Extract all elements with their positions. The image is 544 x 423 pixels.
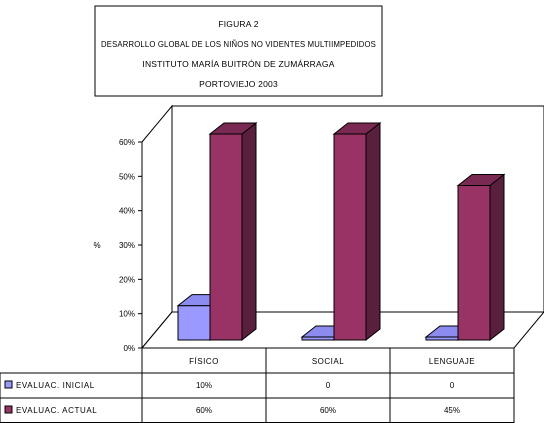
data-table: FÍSICO SOCIAL LENGUAJE EVALUAC. INICIAL 10% 0… [0,347,515,423]
legend-label: EVALUAC. INICIAL [16,381,95,390]
y-tick-label: 30% [119,241,135,250]
title-line-4: PORTOVIEJO 2003 [199,79,278,89]
bar [456,173,506,342]
bars [176,121,506,342]
table-cell: 0 [450,381,455,390]
title-line-1: FIGURA 2 [218,19,258,29]
title-line-2: DESARROLLO GLOBAL DE LOS NIÑOS NO VIDENT… [101,39,376,49]
table-cell: 10% [196,381,212,390]
bar [332,121,382,342]
title-line-3: INSTITUTO MARÍA BUITRÓN DE ZUMÁRRAGA [142,59,334,69]
y-tick-label: 20% [119,275,135,284]
table-cell: 60% [320,406,336,415]
y-tick-label: 50% [119,172,135,181]
table-cell: 45% [444,406,460,415]
y-tick-label: 0% [123,344,135,353]
y-tick-label: 10% [119,310,135,319]
legend-label: EVALUAC. ACTUAL [16,406,97,415]
bar [208,121,258,342]
legend-swatch [4,380,13,389]
y-tick-label: 40% [119,207,135,216]
y-axis-label: % [93,241,100,250]
side-wall [141,104,173,350]
title-box [94,5,383,97]
table-cell: 60% [196,406,212,415]
category-label: LENGUAJE [429,357,475,366]
category-label: SOCIAL [312,357,344,366]
legend-swatch [4,405,13,414]
table-cell: 0 [326,381,331,390]
y-ticks: 0% 10% 20% 30% 40% 50% 60% [119,138,142,353]
y-tick-label: 60% [119,138,135,147]
category-label: FÍSICO [189,357,219,366]
